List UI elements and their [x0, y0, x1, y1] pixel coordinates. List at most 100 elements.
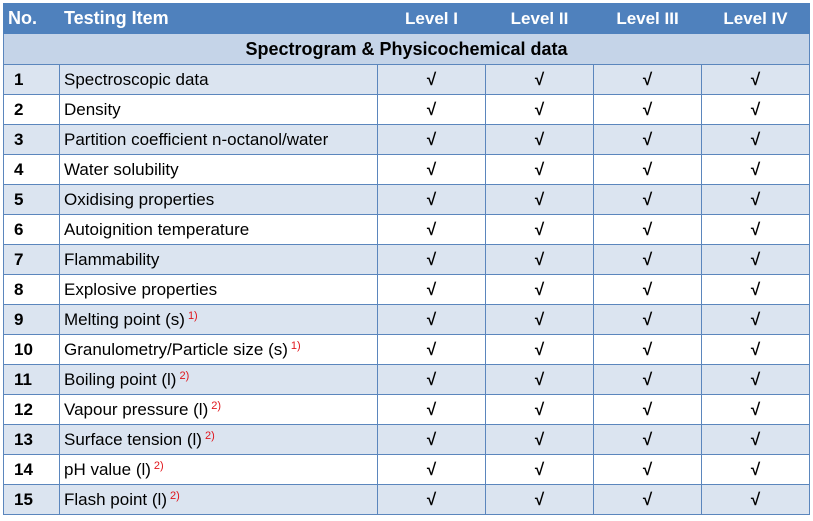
- section-title: Spectrogram & Physicochemical data: [3, 33, 810, 65]
- check-mark-level-4: √: [701, 454, 810, 485]
- check-mark-level-3: √: [593, 64, 702, 95]
- check-mark-level-3: √: [593, 244, 702, 275]
- check-mark-level-2: √: [485, 214, 594, 245]
- table-row: 8 Explosive properties √ √ √ √: [3, 274, 810, 305]
- table-row: 3 Partition coefficient n-octanol/water √ √…: [3, 124, 810, 155]
- table-row: 6 Autoignition temperature √ √ √ √: [3, 214, 810, 245]
- testing-item-cell: Autoignition temperature: [59, 214, 378, 245]
- check-mark-level-1: √: [377, 484, 486, 515]
- check-mark-level-2: √: [485, 64, 594, 95]
- check-mark-level-4: √: [701, 424, 810, 455]
- row-number: 5: [3, 184, 60, 215]
- check-mark-level-3: √: [593, 484, 702, 515]
- check-mark-level-4: √: [701, 184, 810, 215]
- check-mark-level-2: √: [485, 334, 594, 365]
- check-mark-level-2: √: [485, 394, 594, 425]
- testing-item-label: pH value (l): [64, 459, 151, 479]
- check-mark-level-2: √: [485, 454, 594, 485]
- header-testing-item: Testing Item: [59, 3, 378, 34]
- check-mark-level-3: √: [593, 334, 702, 365]
- check-mark-level-4: √: [701, 124, 810, 155]
- testing-items-table: No. Testing Item Level I Level II Level …: [3, 3, 810, 515]
- row-number: 3: [3, 124, 60, 155]
- section-header-row: Spectrogram & Physicochemical data: [3, 33, 810, 65]
- check-mark-level-4: √: [701, 484, 810, 515]
- testing-item-cell: Partition coefficient n-octanol/water: [59, 124, 378, 155]
- table-row: 14 pH value (l) 2) √ √ √ √: [3, 454, 810, 485]
- testing-item-cell: Flash point (l) 2): [59, 484, 378, 515]
- footnote-marker: 2): [211, 399, 222, 412]
- testing-item-cell: Explosive properties: [59, 274, 378, 305]
- check-mark-level-2: √: [485, 94, 594, 125]
- testing-item-cell: pH value (l) 2): [59, 454, 378, 485]
- check-mark-level-3: √: [593, 184, 702, 215]
- check-mark-level-3: √: [593, 274, 702, 305]
- check-mark-level-3: √: [593, 364, 702, 395]
- table-row: 11 Boiling point (l) 2) √ √ √ √: [3, 364, 810, 395]
- footnote-marker: 2): [179, 369, 190, 382]
- table-row: 1 Spectroscopic data √ √ √ √: [3, 64, 810, 95]
- row-number: 7: [3, 244, 60, 275]
- check-mark-level-4: √: [701, 364, 810, 395]
- check-mark-level-3: √: [593, 124, 702, 155]
- check-mark-level-1: √: [377, 214, 486, 245]
- check-mark-level-1: √: [377, 244, 486, 275]
- testing-item-cell: Spectroscopic data: [59, 64, 378, 95]
- footnote-marker: 2): [169, 489, 180, 502]
- testing-item-label: Density: [64, 99, 121, 119]
- check-mark-level-1: √: [377, 364, 486, 395]
- table-row: 12 Vapour pressure (l) 2) √ √ √ √: [3, 394, 810, 425]
- table-row: 10 Granulometry/Particle size (s) 1) √ √ √ √: [3, 334, 810, 365]
- check-mark-level-4: √: [701, 64, 810, 95]
- testing-item-cell: Water solubility: [59, 154, 378, 185]
- check-mark-level-2: √: [485, 484, 594, 515]
- check-mark-level-3: √: [593, 394, 702, 425]
- check-mark-level-4: √: [701, 214, 810, 245]
- check-mark-level-4: √: [701, 334, 810, 365]
- testing-item-cell: Granulometry/Particle size (s) 1): [59, 334, 378, 365]
- table-row: 4 Water solubility √ √ √ √: [3, 154, 810, 185]
- check-mark-level-1: √: [377, 454, 486, 485]
- row-number: 2: [3, 94, 60, 125]
- testing-item-label: Oxidising properties: [64, 189, 215, 209]
- testing-item-label: Surface tension (l): [64, 429, 202, 449]
- check-mark-level-1: √: [377, 274, 486, 305]
- testing-table-container: No. Testing Item Level I Level II Level …: [3, 3, 810, 515]
- header-no: No.: [3, 3, 60, 34]
- header-level-2: Level II: [485, 3, 594, 34]
- check-mark-level-4: √: [701, 274, 810, 305]
- check-mark-level-1: √: [377, 394, 486, 425]
- check-mark-level-1: √: [377, 64, 486, 95]
- testing-item-label: Partition coefficient n-octanol/water: [64, 129, 329, 149]
- table-header-row: No. Testing Item Level I Level II Level …: [3, 3, 810, 34]
- row-number: 12: [3, 394, 60, 425]
- row-number: 14: [3, 454, 60, 485]
- row-number: 13: [3, 424, 60, 455]
- table-row: 9 Melting point (s) 1) √ √ √ √: [3, 304, 810, 335]
- testing-item-cell: Boiling point (l) 2): [59, 364, 378, 395]
- row-number: 11: [3, 364, 60, 395]
- header-level-1: Level I: [377, 3, 486, 34]
- row-number: 1: [3, 64, 60, 95]
- check-mark-level-4: √: [701, 394, 810, 425]
- row-number: 9: [3, 304, 60, 335]
- footnote-marker: 1): [290, 339, 301, 352]
- check-mark-level-2: √: [485, 184, 594, 215]
- check-mark-level-4: √: [701, 304, 810, 335]
- row-number: 10: [3, 334, 60, 365]
- testing-item-cell: Oxidising properties: [59, 184, 378, 215]
- check-mark-level-4: √: [701, 154, 810, 185]
- check-mark-level-2: √: [485, 274, 594, 305]
- testing-item-label: Autoignition temperature: [64, 219, 250, 239]
- check-mark-level-1: √: [377, 184, 486, 215]
- testing-item-label: Granulometry/Particle size (s): [64, 339, 288, 359]
- footnote-marker: 2): [204, 429, 215, 442]
- testing-item-cell: Surface tension (l) 2): [59, 424, 378, 455]
- row-number: 15: [3, 484, 60, 515]
- table-row: 5 Oxidising properties √ √ √ √: [3, 184, 810, 215]
- header-level-4: Level IV: [701, 3, 810, 34]
- check-mark-level-1: √: [377, 154, 486, 185]
- row-number: 4: [3, 154, 60, 185]
- check-mark-level-3: √: [593, 304, 702, 335]
- check-mark-level-1: √: [377, 334, 486, 365]
